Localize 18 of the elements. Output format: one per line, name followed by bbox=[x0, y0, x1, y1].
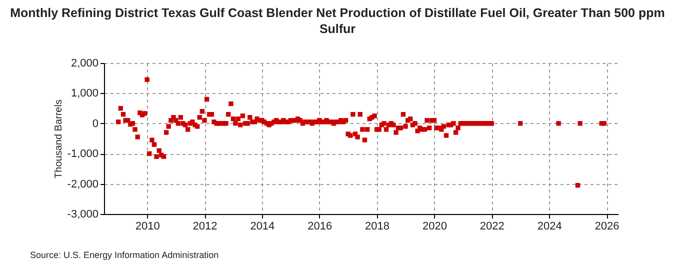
y-tick-label: 2,000 bbox=[70, 58, 98, 70]
x-tick-label: 2010 bbox=[135, 220, 160, 232]
y-tick-label: -3,000 bbox=[67, 208, 98, 220]
y-tick-label: -1,000 bbox=[67, 148, 98, 160]
source-note: Source: U.S. Energy Information Administration bbox=[30, 250, 219, 260]
x-tick-label: 2020 bbox=[422, 220, 447, 232]
y-tick-label: -2,000 bbox=[67, 178, 98, 190]
chart-title: Monthly Refining District Texas Gulf Coast Blender Net Production of Distillate Fuel Oil, Greater Than 500 ppm Sulfur bbox=[9, 5, 666, 37]
y-tick-label: 1,000 bbox=[70, 88, 98, 100]
x-tick-label: 2024 bbox=[537, 220, 562, 232]
x-tick-label: 2012 bbox=[192, 220, 218, 232]
x-tick-label: 2026 bbox=[594, 220, 620, 232]
x-tick-label: 2014 bbox=[250, 220, 275, 232]
x-tick-label: 2022 bbox=[480, 220, 504, 232]
x-tick-label: 2016 bbox=[308, 220, 332, 232]
y-tick-label: 0 bbox=[92, 118, 98, 130]
x-tick-label: 2018 bbox=[365, 220, 390, 232]
y-axis-title: Thousand Barrels bbox=[53, 100, 64, 178]
